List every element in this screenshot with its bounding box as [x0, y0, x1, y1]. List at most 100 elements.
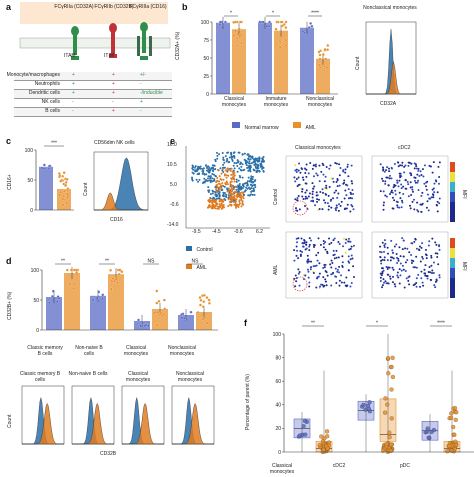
mfi-cell: [385, 195, 388, 198]
mfi-cell: [419, 260, 422, 263]
control-cell: [251, 181, 254, 184]
mfi-cell: [414, 238, 417, 241]
data-point: [155, 324, 159, 327]
control-cell: [239, 161, 242, 164]
data-point: [48, 301, 51, 305]
aml-cell: [233, 203, 236, 206]
control-cell: [256, 160, 259, 163]
data-point: [235, 20, 239, 24]
mfi-cell: [295, 209, 298, 212]
mfi-cell: [428, 197, 431, 200]
control-cell: [230, 152, 233, 155]
mfi-cell: [318, 272, 321, 275]
mfi-cell: [418, 174, 421, 177]
legend-control-swatch: [186, 246, 192, 251]
mfi-cell: [423, 272, 426, 275]
mfi-cell: [382, 281, 385, 284]
y-tick-label: 0: [30, 208, 33, 214]
mfi-cell: [391, 207, 394, 210]
mfi-cell: [398, 191, 401, 194]
data-point: [62, 171, 66, 175]
control-cell: [222, 170, 225, 173]
mfi-cell: [424, 253, 427, 256]
panel-b-cd32a-histogram: [365, 21, 417, 95]
control-cell: [213, 179, 216, 182]
mfi-cell: [401, 199, 404, 202]
mfi-cell: [382, 269, 385, 272]
aml-cell: [230, 184, 233, 187]
control-cell: [211, 172, 214, 175]
mfi-cell: [339, 166, 342, 169]
mfi-cell: [394, 193, 397, 196]
control-cell: [195, 178, 198, 181]
mfi-cell: [317, 209, 320, 212]
data-point: [42, 167, 46, 171]
control-cell: [206, 177, 209, 180]
aml-cell: [233, 178, 236, 181]
mfi-cell: [420, 210, 423, 213]
aml-cell: [233, 196, 236, 199]
data-point: [323, 64, 326, 68]
data-point: [199, 298, 203, 302]
mfi-cell: [404, 270, 407, 273]
mfi-cell: [436, 200, 439, 203]
mfi-cell: [387, 167, 390, 170]
data-point: [363, 407, 368, 412]
mfi-cell: [380, 251, 383, 254]
mfi-cell: [397, 259, 400, 262]
mfi-cell: [346, 163, 349, 166]
control-cell: [242, 183, 245, 186]
mfi-cell: [337, 192, 340, 195]
control-cell: [249, 170, 252, 173]
data-point: [101, 297, 104, 301]
mfi-cell: [402, 255, 405, 258]
row-mark: -/inducible: [140, 90, 163, 96]
data-point: [454, 443, 459, 448]
data-point: [326, 48, 329, 52]
data-point: [261, 20, 265, 24]
mfi-cell: [413, 176, 416, 179]
mfi-cell: [435, 278, 438, 281]
mfi-cell: [420, 203, 423, 206]
mfi-cell: [311, 182, 314, 185]
mfi-cell: [338, 163, 341, 166]
legend-normal-label: Normal marrow: [244, 125, 279, 131]
data-point: [201, 305, 205, 309]
aml-cell: [207, 199, 210, 202]
mfi-cell: [321, 162, 324, 165]
mfi-cell: [306, 261, 309, 264]
mfi-cell: [352, 208, 355, 211]
mfi-cell: [325, 184, 328, 187]
mfi-cell: [404, 164, 407, 167]
aml-cell: [221, 168, 224, 171]
mfi-cell: [379, 276, 382, 279]
mfi-cell: [404, 261, 407, 264]
mfi-cell: [325, 186, 328, 189]
control-cell: [205, 164, 208, 167]
cd32b-histogram-1-curve: [22, 402, 64, 445]
mfi-cell: [298, 271, 301, 274]
control-cell: [208, 179, 211, 182]
mfi-cell: [400, 269, 403, 272]
mfi-cell: [426, 193, 429, 196]
mfi-cell: [381, 286, 384, 289]
data-point: [111, 277, 115, 281]
control-cell: [218, 195, 221, 198]
mfi-cell: [432, 161, 435, 164]
control-cell: [261, 158, 264, 161]
aml-cell: [239, 192, 242, 195]
row-cell-label: Neutrophils: [34, 81, 60, 87]
mfi-cell: [322, 246, 325, 249]
mfi-cell: [341, 265, 344, 268]
mfi-cell: [352, 265, 355, 268]
data-point: [203, 316, 207, 320]
data-point: [42, 163, 46, 167]
data-point: [424, 429, 430, 434]
aml-cell: [236, 196, 239, 199]
mfi-cell: [349, 196, 352, 199]
mfi-cell: [334, 207, 337, 210]
control-cell: [251, 184, 254, 187]
mfi-cell: [297, 257, 300, 260]
data-point: [62, 182, 66, 186]
control-cell: [250, 175, 253, 178]
